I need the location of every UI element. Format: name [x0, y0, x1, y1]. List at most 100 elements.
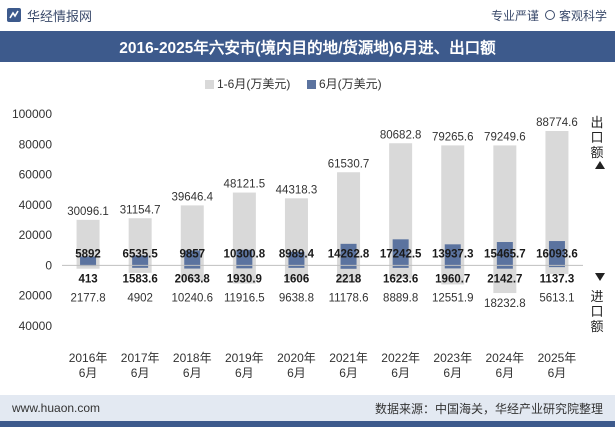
- data-label-import-monthly: 1623.6: [383, 273, 418, 285]
- y-tick-label: 0: [45, 258, 52, 272]
- x-tick-label-year: 2020年: [277, 351, 316, 365]
- x-tick-label-year: 2024年: [485, 351, 524, 365]
- bar-import-monthly: [548, 265, 565, 268]
- data-label-export-monthly: 17242.5: [380, 248, 422, 260]
- bar-export-cumulative: [493, 145, 517, 266]
- footer-url: www.huaon.com: [12, 401, 101, 415]
- x-tick-label-year: 2025年: [538, 351, 577, 365]
- bar-export-cumulative: [545, 130, 569, 266]
- bar-import-cumulative: [389, 265, 413, 279]
- brand: 华经情报网: [6, 6, 92, 25]
- data-label-import-monthly: 2063.8: [175, 273, 211, 285]
- legend-swatch-cumulative: [205, 80, 214, 89]
- bar-export-cumulative: [232, 192, 256, 266]
- data-label-export-monthly: 8989.4: [279, 248, 315, 260]
- bar-chart: 1-6月(万美元) 6月(万美元) 100000 80000 60000 40000 200…: [12, 77, 605, 380]
- data-label-export-cumulative: 79265.6: [432, 131, 474, 143]
- bullet-icon: [544, 10, 555, 20]
- x-tick-label-year: 2016年: [69, 351, 108, 365]
- bar-import-monthly: [288, 265, 305, 268]
- bar-import-cumulative: [337, 265, 361, 283]
- data-label-import-monthly: 413: [78, 273, 97, 285]
- brand-name: 华经情报网: [27, 8, 93, 24]
- data-label-export-cumulative: 48121.5: [224, 179, 266, 191]
- bar-import-cumulative: [232, 265, 256, 284]
- data-label-export-monthly: 13937.3: [432, 248, 474, 260]
- bar-export-monthly: [548, 241, 565, 266]
- data-label-export-cumulative: 31154.7: [120, 204, 161, 216]
- x-tick-label-year: 2022年: [381, 351, 420, 365]
- bar-export-cumulative: [180, 205, 204, 266]
- tagline-left: 专业严谨: [490, 8, 539, 23]
- x-tick-label-month: 6月: [131, 366, 150, 380]
- data-label-import-cumulative: 9638.8: [279, 292, 314, 304]
- footer: www.huaon.com 数据来源：中国海关，华经产业研究院整理: [0, 395, 615, 421]
- data-label-import-cumulative: 4902: [127, 292, 153, 304]
- x-tick-label-month: 6月: [339, 366, 358, 380]
- bar-import-monthly: [496, 265, 513, 269]
- export-side-label: 出口额: [590, 115, 604, 160]
- data-label-export-monthly: 16093.6: [536, 248, 578, 260]
- up-arrow-icon: [595, 161, 605, 169]
- legend-label-cumulative: 1-6月(万美元): [217, 77, 290, 91]
- bar-import-cumulative: [441, 265, 465, 285]
- data-label-import-cumulative: 8889.8: [383, 292, 418, 304]
- data-label-import-cumulative: 2177.8: [70, 292, 105, 304]
- x-tick-label-month: 6月: [183, 366, 202, 380]
- y-tick-label: 40000: [19, 319, 53, 333]
- bar-export-monthly: [184, 250, 201, 266]
- data-label-import-cumulative: 5613.1: [539, 292, 574, 304]
- data-label-import-cumulative: 12551.9: [432, 292, 474, 304]
- x-tick-label-month: 6月: [443, 366, 462, 380]
- data-label-import-monthly: 1583.6: [123, 273, 158, 285]
- x-tick-label-year: 2021年: [329, 351, 368, 365]
- bar-import-monthly: [392, 265, 409, 268]
- bar-import-monthly: [340, 265, 357, 269]
- x-tick-label-month: 6月: [496, 366, 515, 380]
- x-tick-label-month: 6月: [548, 366, 567, 380]
- data-label-import-cumulative: 11916.5: [224, 292, 265, 304]
- bottom-accent-bar: [0, 421, 615, 427]
- data-label-export-cumulative: 44318.3: [276, 184, 318, 196]
- footer-source: 数据来源：中国海关，华经产业研究院整理: [374, 401, 603, 416]
- x-tick-label-month: 6月: [391, 366, 410, 380]
- x-tick-label-year: 2018年: [173, 351, 212, 365]
- data-label-import-monthly: 1930.9: [227, 273, 262, 285]
- data-label-import-monthly: 2218: [336, 273, 362, 285]
- y-tick-label: 100000: [12, 107, 52, 121]
- x-tick-label-month: 6月: [79, 366, 98, 380]
- data-label-export-cumulative: 79249.6: [484, 131, 526, 143]
- bar-import-monthly: [444, 265, 461, 269]
- bar-export-cumulative: [337, 172, 361, 266]
- bar-import-cumulative: [545, 265, 569, 274]
- data-label-export-monthly: 5892: [75, 248, 101, 260]
- data-label-import-monthly: 1137.3: [540, 273, 575, 285]
- chart-title: 2016-2025年六安市(境内目的地/货源地)6月进、出口额: [0, 31, 615, 62]
- bar-export-cumulative: [76, 219, 100, 266]
- tagline-right: 客观科学: [558, 8, 607, 23]
- x-tick-label-month: 6月: [287, 366, 306, 380]
- bar-export-cumulative: [441, 145, 465, 266]
- legend-label-monthly: 6月(万美元): [319, 77, 382, 91]
- bar-export-monthly: [392, 239, 409, 266]
- x-tick-label-year: 2019年: [225, 351, 264, 365]
- brand-logo-icon: [7, 8, 21, 22]
- y-tick-label: 20000: [19, 289, 53, 303]
- bar-import-cumulative: [284, 265, 308, 281]
- data-label-import-cumulative: 18232.8: [484, 298, 526, 310]
- bar-export-monthly: [496, 242, 513, 266]
- y-tick-label: 40000: [19, 198, 53, 212]
- y-tick-label: 80000: [19, 137, 53, 151]
- down-arrow-icon: [595, 273, 605, 281]
- data-label-import-cumulative: 10240.6: [171, 292, 213, 304]
- bar-import-monthly: [236, 265, 253, 269]
- data-label-export-cumulative: 39646.4: [171, 191, 213, 203]
- data-label-export-cumulative: 80682.8: [380, 129, 422, 141]
- bar-export-monthly: [132, 255, 149, 266]
- tagline: 专业严谨 客观科学: [491, 7, 607, 24]
- data-label-import-monthly: 1960.7: [435, 273, 470, 285]
- bar-import-cumulative: [180, 265, 204, 281]
- bar-export-monthly: [288, 251, 305, 266]
- data-label-import-cumulative: 11178.6: [329, 292, 369, 304]
- bar-export-monthly: [236, 249, 253, 266]
